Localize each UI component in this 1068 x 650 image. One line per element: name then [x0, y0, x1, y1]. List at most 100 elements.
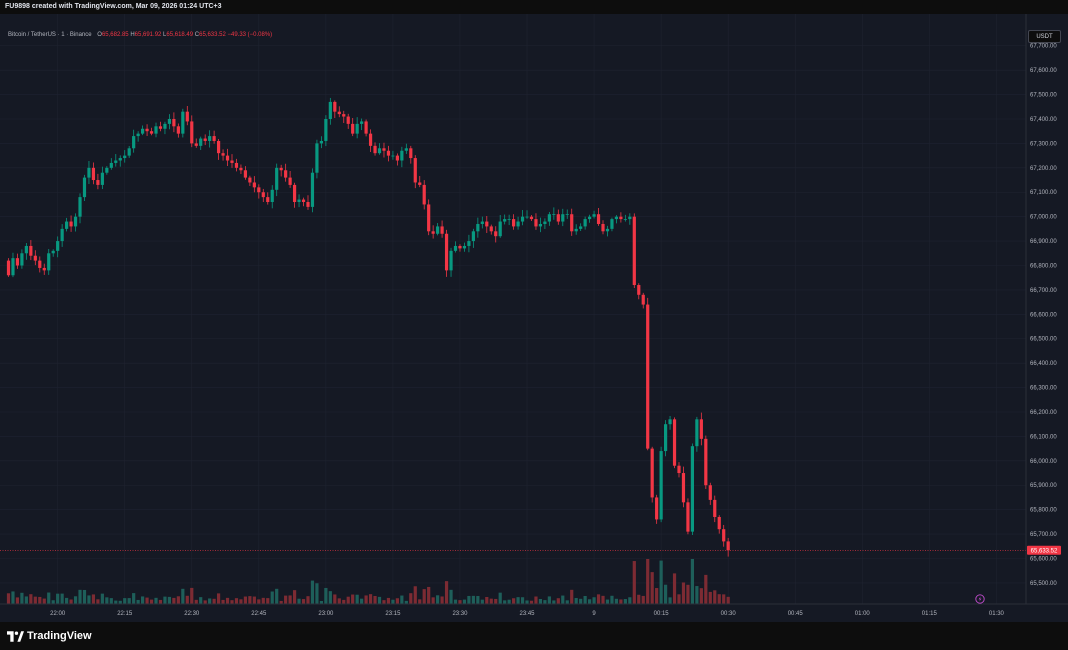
candle-body	[404, 148, 408, 151]
time-axis[interactable]: 22:00 22:15 22:30 22:45 23:00 23:15 23:30 23:45…	[50, 611, 1004, 617]
candle-body	[73, 216, 78, 227]
price-axis[interactable]: 65,500.00 65,600.00 65,700.00 65,800.00 65,9…	[1030, 44, 1057, 587]
volume-bar	[516, 597, 520, 604]
candle-body	[561, 214, 565, 222]
candle-body	[20, 253, 24, 266]
volume-bar	[248, 596, 252, 604]
volume-bar	[56, 593, 60, 604]
candle-body	[78, 197, 82, 217]
close-value: 65,633.52	[199, 32, 226, 38]
candle-body	[382, 148, 386, 151]
candle-body	[91, 167, 96, 181]
volume-bar	[47, 592, 51, 604]
volume-bar	[51, 600, 55, 604]
volume-bar	[351, 594, 355, 604]
symbol-title[interactable]: Bitcoin / TetherUS · 1 · Binance	[8, 32, 92, 38]
candle-body	[713, 499, 717, 517]
volume-bar	[346, 596, 350, 604]
candle-body	[15, 258, 20, 266]
volume-bar	[60, 593, 64, 604]
candle-body	[552, 214, 556, 216]
candle-body	[400, 150, 404, 161]
time-tick-label: 22:45	[251, 611, 267, 617]
change-value: −49.33 (−0.08%)	[227, 32, 273, 38]
volume-bar	[538, 598, 543, 604]
candle-body	[239, 167, 243, 171]
candle-body	[279, 167, 283, 171]
volume-bar	[221, 599, 225, 604]
volume-bar	[203, 600, 207, 604]
candle-body	[436, 226, 440, 234]
volume-bar	[704, 574, 708, 604]
candle-body	[176, 126, 180, 134]
candle-body	[319, 140, 323, 144]
candle-body	[342, 114, 346, 117]
volume-bar	[663, 584, 668, 604]
candle-body	[346, 116, 350, 124]
candle-body	[596, 214, 601, 224]
candle-body	[663, 424, 668, 452]
volume-bar	[154, 597, 158, 604]
volume-bar	[145, 597, 149, 604]
price-tick-label: 67,100.00	[1030, 190, 1057, 196]
candle-body	[717, 516, 721, 530]
volume-bar	[11, 591, 15, 604]
candle-body	[695, 419, 699, 447]
volume-bar	[713, 590, 717, 604]
candle-body	[310, 172, 315, 207]
volume-bar	[73, 596, 78, 604]
volume-bar	[96, 599, 100, 604]
time-tick-label: 23:30	[452, 611, 468, 617]
volume-bar	[100, 593, 104, 604]
candle-body	[275, 167, 279, 190]
volume-bar	[561, 595, 565, 604]
ohlc-high: H65,691.92	[130, 32, 161, 38]
candle-body	[118, 158, 122, 161]
chart-area[interactable]: 65,500.00 65,600.00 65,700.00 65,800.00 65,9…	[0, 14, 1068, 622]
tradingview-logo[interactable]: TradingView	[7, 629, 92, 643]
candle-body	[24, 245, 28, 254]
candle-body	[529, 216, 534, 220]
volume-bar	[301, 599, 306, 604]
volume-bar	[185, 595, 189, 604]
candle-body	[547, 214, 551, 222]
price-chart[interactable]: 65,500.00 65,600.00 65,700.00 65,800.00 65,9…	[0, 14, 1068, 622]
candle-body	[699, 419, 703, 439]
time-tick-label: 00:15	[654, 611, 670, 617]
candle-body	[480, 221, 484, 224]
candle-body	[614, 216, 619, 220]
volume-bar	[252, 596, 256, 604]
candle-body	[221, 153, 225, 156]
candle-body	[418, 182, 422, 185]
candle-body	[659, 451, 663, 520]
price-tick-label: 65,900.00	[1030, 483, 1057, 489]
volume-bar	[306, 596, 310, 604]
alert-icon[interactable]	[975, 594, 985, 604]
candle-body	[351, 123, 355, 134]
volume-bar	[355, 594, 359, 604]
price-tick-label: 67,500.00	[1030, 93, 1057, 99]
low-label: L	[163, 32, 167, 38]
candle-body	[708, 485, 712, 500]
candle-body	[172, 118, 176, 127]
price-tick-label: 67,400.00	[1030, 117, 1057, 123]
volume-bar	[588, 599, 592, 604]
candle-body	[722, 529, 726, 542]
candle-body	[583, 219, 587, 227]
candle-body	[257, 187, 261, 193]
candle-body	[203, 138, 207, 141]
volume-bar	[292, 590, 297, 604]
candle-body	[672, 419, 677, 466]
candle-body	[605, 228, 610, 232]
volume-bar	[261, 597, 265, 604]
volume-bar	[391, 599, 395, 604]
volume-bar	[494, 598, 498, 604]
volume-bar	[677, 594, 681, 604]
tradingview-wordmark: TradingView	[27, 630, 92, 642]
currency-selector[interactable]: USDT	[1028, 30, 1061, 43]
volume-bar	[400, 595, 404, 604]
volume-bar	[646, 559, 650, 604]
volume-bar	[181, 588, 185, 604]
volume-bar	[82, 589, 87, 604]
volume-bar	[498, 592, 502, 604]
